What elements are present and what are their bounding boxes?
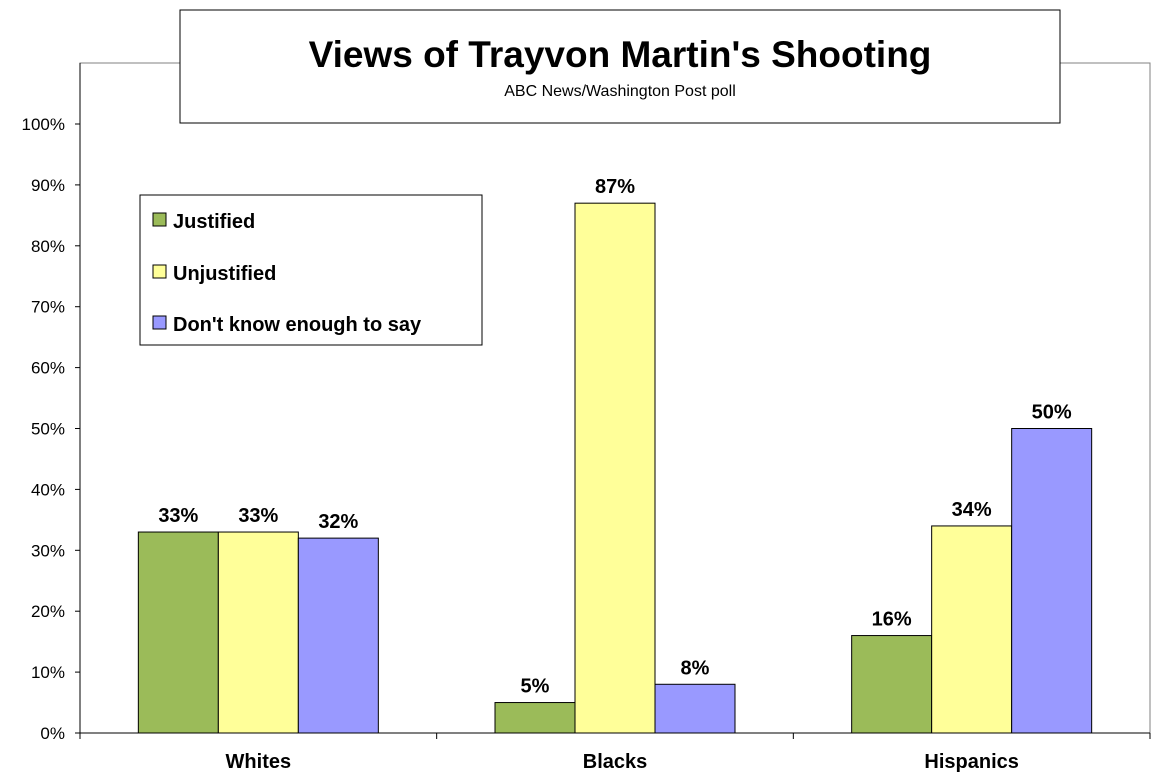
- y-tick-label: 20%: [31, 602, 65, 621]
- legend-label-unjustified: Unjustified: [173, 263, 276, 285]
- data-label: 50%: [1032, 402, 1072, 424]
- y-tick-label: 50%: [31, 420, 65, 439]
- y-tick-label: 70%: [31, 298, 65, 317]
- bar: [494, 702, 576, 734]
- data-label: 32%: [318, 511, 358, 533]
- data-label: 34%: [952, 499, 992, 521]
- legend-box: [139, 194, 483, 346]
- bar: [217, 531, 299, 734]
- x-category-label: Whites: [226, 751, 292, 773]
- y-tick-label: 40%: [31, 480, 65, 499]
- y-tick-label: 10%: [31, 663, 65, 682]
- y-tick-label: 100%: [22, 115, 65, 134]
- data-label: 16%: [872, 609, 912, 631]
- data-label: 87%: [595, 176, 635, 198]
- data-labels: 33% 33% 32% 5% 87% 8% 16% 34% 50%: [158, 176, 1072, 697]
- x-category-label: Blacks: [583, 751, 648, 773]
- bar: [1011, 428, 1093, 734]
- y-tick-label: 0%: [40, 724, 65, 743]
- bar: [297, 537, 379, 734]
- legend-swatch-dont-know: [152, 315, 167, 330]
- legend-label-dont-know: Don't know enough to say: [173, 314, 422, 336]
- x-category-label: Hispanics: [924, 751, 1018, 773]
- bar: [851, 635, 933, 734]
- legend: Justified Unjustified Don't know enough …: [139, 194, 483, 346]
- y-tick-label: 30%: [31, 541, 65, 560]
- legend-swatch-justified: [152, 212, 167, 227]
- bar: [654, 683, 736, 734]
- bar: [931, 525, 1013, 734]
- y-tick-label: 90%: [31, 176, 65, 195]
- data-label: 33%: [238, 505, 278, 527]
- bar: [574, 202, 656, 734]
- bar: [137, 531, 219, 734]
- data-label: 33%: [158, 505, 198, 527]
- y-tick-label: 80%: [31, 237, 65, 256]
- bars: [137, 202, 1093, 734]
- axes: 0% 10% 20% 30% 40% 50% 60% 70% 80% 90% 100% Whites B…: [22, 63, 1151, 773]
- chart-subtitle: ABC News/Washington Post poll: [504, 83, 736, 100]
- title-box: Views of Trayvon Martin's Shooting ABC N…: [179, 9, 1061, 124]
- data-label: 5%: [521, 676, 550, 698]
- legend-label-justified: Justified: [173, 211, 255, 233]
- legend-swatch-unjustified: [152, 264, 167, 279]
- chart-title: Views of Trayvon Martin's Shooting: [309, 34, 932, 75]
- y-tick-label: 60%: [31, 359, 65, 378]
- data-label: 8%: [681, 657, 710, 679]
